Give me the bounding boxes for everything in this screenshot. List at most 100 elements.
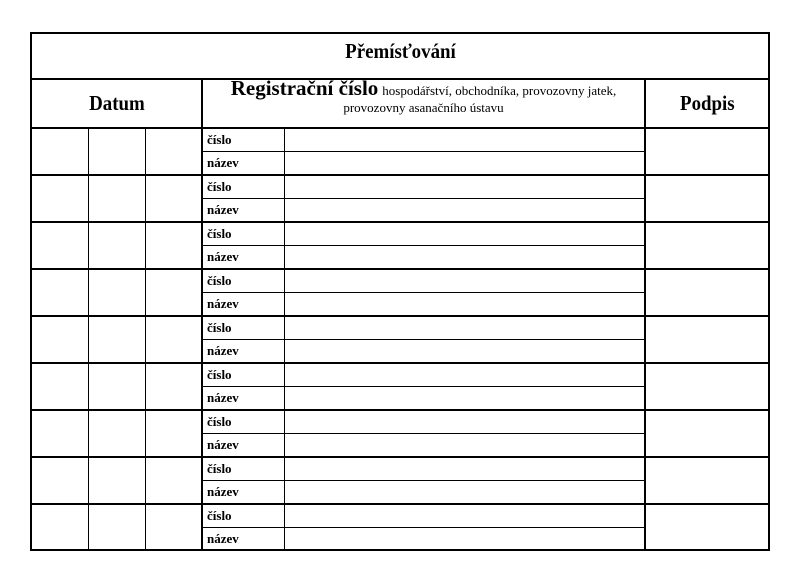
signature-cell[interactable] <box>646 505 768 550</box>
table-row: číslo název <box>32 364 768 411</box>
divider <box>644 364 646 409</box>
name-label: název <box>203 434 285 456</box>
divider <box>644 317 646 362</box>
divider <box>203 245 644 246</box>
date-month-cell[interactable] <box>89 505 146 550</box>
name-field[interactable] <box>286 340 644 362</box>
name-label: název <box>203 340 285 362</box>
divider <box>644 176 646 221</box>
divider <box>644 129 646 174</box>
name-label: název <box>203 199 285 221</box>
name-field[interactable] <box>286 199 644 221</box>
date-month-cell[interactable] <box>89 176 146 221</box>
header-reg-sub: hospodářství, obchodníka, provozovny jat… <box>343 83 617 115</box>
date-day-cell[interactable] <box>32 270 89 315</box>
date-day-cell[interactable] <box>32 458 89 503</box>
signature-cell[interactable] <box>646 317 768 362</box>
number-field[interactable] <box>286 270 644 292</box>
divider <box>201 270 203 315</box>
number-label: číslo <box>203 176 285 198</box>
date-year-cell[interactable] <box>146 411 201 456</box>
header-podpis-label: Podpis <box>679 91 735 115</box>
table-row: číslo název <box>32 505 768 550</box>
date-month-cell[interactable] <box>89 317 146 362</box>
divider <box>203 198 644 199</box>
date-year-cell[interactable] <box>146 458 201 503</box>
date-day-cell[interactable] <box>32 505 89 550</box>
number-field[interactable] <box>286 317 644 339</box>
number-field[interactable] <box>286 176 644 198</box>
table-row: číslo název <box>32 223 768 270</box>
name-label: název <box>203 387 285 409</box>
date-year-cell[interactable] <box>146 129 201 174</box>
header-row: Datum Registrační číslo hospodářství, ob… <box>32 78 768 129</box>
date-year-cell[interactable] <box>146 176 201 221</box>
date-month-cell[interactable] <box>89 270 146 315</box>
table-row: číslo název <box>32 270 768 317</box>
number-field[interactable] <box>286 364 644 386</box>
number-field[interactable] <box>286 458 644 480</box>
number-label: číslo <box>203 505 285 527</box>
name-field[interactable] <box>286 246 644 268</box>
header-datum-label: Datum <box>88 91 145 115</box>
number-field[interactable] <box>286 411 644 433</box>
signature-cell[interactable] <box>646 129 768 174</box>
date-month-cell[interactable] <box>89 129 146 174</box>
form-title: Přemísťování <box>344 39 456 63</box>
divider <box>203 480 644 481</box>
signature-cell[interactable] <box>646 364 768 409</box>
divider <box>203 386 644 387</box>
number-field[interactable] <box>286 129 644 151</box>
divider <box>203 292 644 293</box>
title-row: Přemísťování <box>32 34 768 80</box>
date-day-cell[interactable] <box>32 129 89 174</box>
date-year-cell[interactable] <box>146 505 201 550</box>
divider <box>644 505 646 550</box>
name-field[interactable] <box>286 434 644 456</box>
number-label: číslo <box>203 223 285 245</box>
table-row: číslo název <box>32 129 768 176</box>
date-day-cell[interactable] <box>32 411 89 456</box>
signature-cell[interactable] <box>646 411 768 456</box>
date-year-cell[interactable] <box>146 270 201 315</box>
divider <box>201 317 203 362</box>
signature-cell[interactable] <box>646 223 768 268</box>
number-label: číslo <box>203 270 285 292</box>
transfer-form: Přemísťování Datum Registrační číslo hos… <box>30 32 770 551</box>
signature-cell[interactable] <box>646 270 768 315</box>
date-day-cell[interactable] <box>32 223 89 268</box>
date-day-cell[interactable] <box>32 364 89 409</box>
table-row: číslo název <box>32 317 768 364</box>
name-field[interactable] <box>286 528 644 550</box>
date-month-cell[interactable] <box>89 458 146 503</box>
date-year-cell[interactable] <box>146 364 201 409</box>
header-podpis: Podpis <box>646 80 768 127</box>
number-field[interactable] <box>286 505 644 527</box>
divider <box>201 505 203 550</box>
number-label: číslo <box>203 317 285 339</box>
signature-cell[interactable] <box>646 176 768 221</box>
name-label: název <box>203 246 285 268</box>
divider <box>644 458 646 503</box>
number-field[interactable] <box>286 223 644 245</box>
name-field[interactable] <box>286 481 644 503</box>
date-year-cell[interactable] <box>146 223 201 268</box>
divider <box>203 339 644 340</box>
divider <box>201 364 203 409</box>
name-field[interactable] <box>286 152 644 174</box>
date-month-cell[interactable] <box>89 411 146 456</box>
name-field[interactable] <box>286 293 644 315</box>
number-label: číslo <box>203 411 285 433</box>
date-month-cell[interactable] <box>89 364 146 409</box>
divider <box>201 458 203 503</box>
date-year-cell[interactable] <box>146 317 201 362</box>
divider <box>644 411 646 456</box>
divider <box>644 223 646 268</box>
date-day-cell[interactable] <box>32 317 89 362</box>
header-reg-main: Registrační číslo <box>230 76 379 100</box>
header-registration: Registrační číslo hospodářství, obchodní… <box>203 78 646 127</box>
signature-cell[interactable] <box>646 458 768 503</box>
date-month-cell[interactable] <box>89 223 146 268</box>
name-field[interactable] <box>286 387 644 409</box>
date-day-cell[interactable] <box>32 176 89 221</box>
